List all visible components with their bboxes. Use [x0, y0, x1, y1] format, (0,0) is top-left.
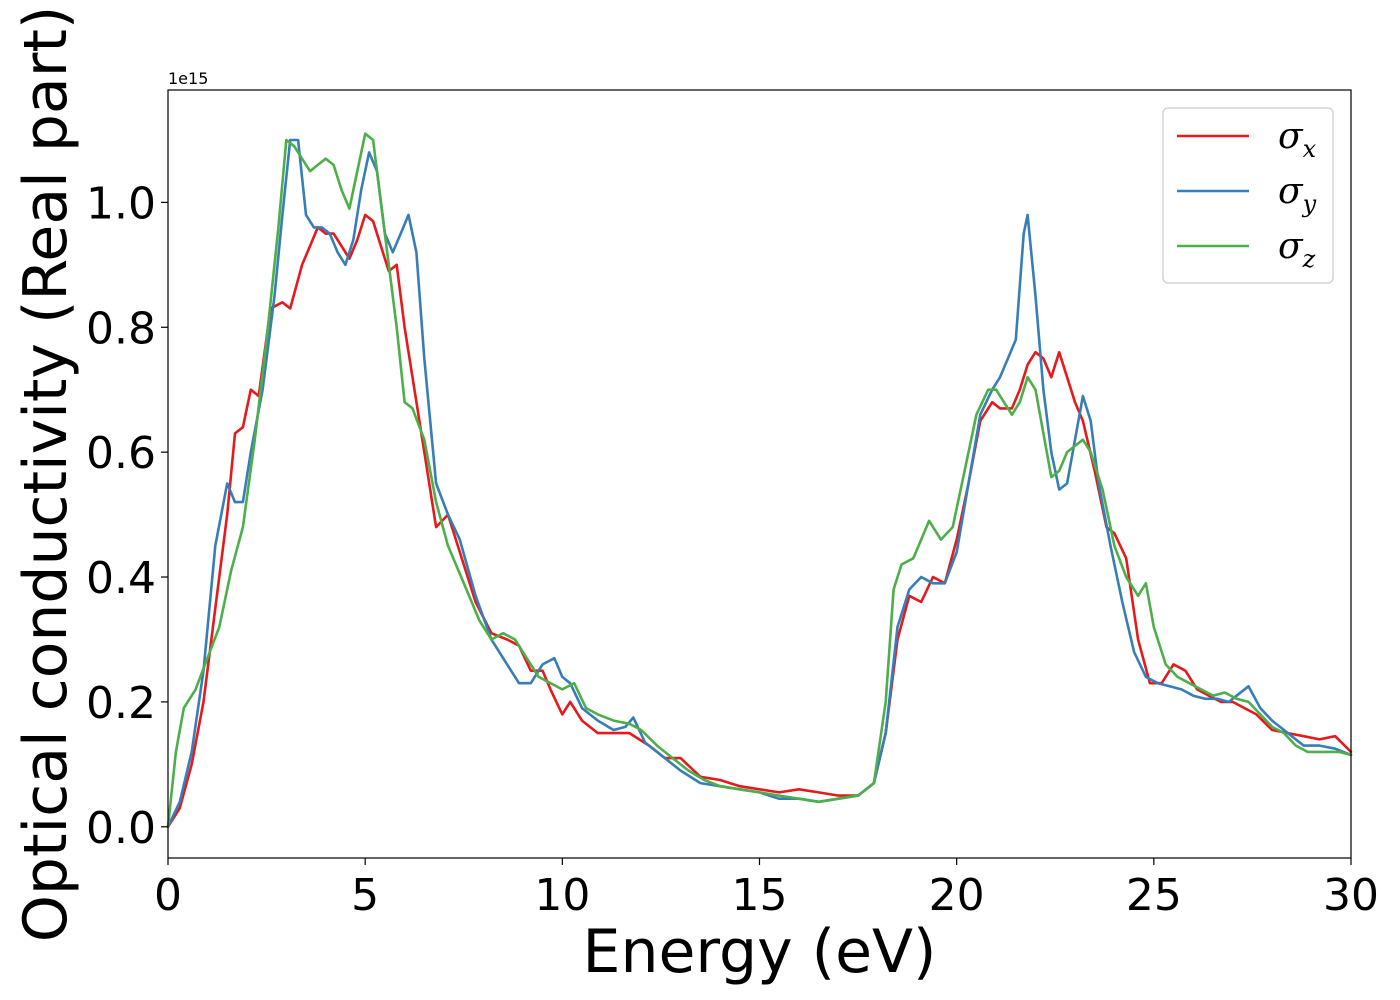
- x-axis-title: Energy (eV): [583, 917, 937, 987]
- series-layer: [166, 132, 1353, 829]
- y-tick-label: 0.8: [86, 303, 156, 354]
- legend-box: [1162, 107, 1334, 284]
- x-tick-label: 15: [732, 870, 788, 921]
- x-axis: 0 5 10 15 20 25 30: [154, 858, 1379, 921]
- y-tick-label: 0.0: [86, 803, 156, 854]
- x-tick-label: 30: [1323, 870, 1379, 921]
- y-tick-label: 0.2: [86, 678, 156, 729]
- y-axis-title: Optical conductivity (Real part): [11, 6, 81, 943]
- y-tick-label: 1.0: [86, 178, 156, 229]
- y-offset-label: 1e15: [168, 69, 208, 88]
- x-tick-label: 5: [351, 870, 379, 921]
- x-tick-label: 0: [154, 870, 182, 921]
- series-line-z: [166, 132, 1353, 829]
- x-tick-label: 20: [929, 870, 985, 921]
- x-tick-label: 10: [534, 870, 590, 921]
- y-tick-label: 0.6: [86, 428, 156, 479]
- y-axis: 0.0 0.2 0.4 0.6 0.8 1.0: [86, 178, 168, 854]
- x-tick-label: 25: [1126, 870, 1182, 921]
- series-line-x: [166, 213, 1353, 829]
- y-tick-label: 0.4: [86, 553, 156, 604]
